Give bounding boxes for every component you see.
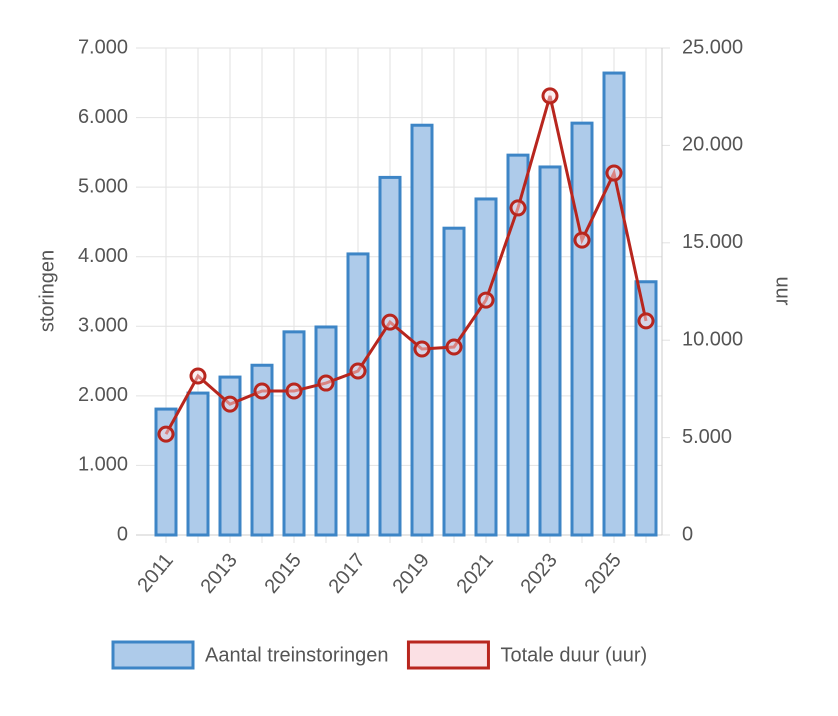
x-tick-label: 2019 (388, 549, 433, 597)
point (285, 382, 303, 400)
point (413, 340, 431, 358)
bar (410, 123, 434, 537)
bar (538, 165, 562, 537)
line (164, 95, 648, 435)
y-tick-label: 3.000 (78, 315, 128, 337)
y2-tick-label: 5.000 (682, 426, 732, 448)
y2-tick-label: 20.000 (682, 134, 743, 156)
x-tick-label: 2013 (196, 549, 241, 597)
point (349, 362, 367, 380)
y-axis-title: storingen (36, 250, 58, 332)
bar (570, 121, 594, 537)
y-tick-label: 0 (117, 523, 128, 545)
bar (442, 226, 466, 537)
y-tick-label: 7.000 (78, 36, 128, 58)
bar (282, 330, 306, 537)
point (509, 199, 527, 217)
x-tick-label: 2017 (324, 549, 369, 597)
point (637, 312, 655, 330)
x-tick-label: 2011 (133, 549, 178, 596)
bar (250, 363, 274, 537)
y2-tick-label: 0 (682, 523, 693, 545)
y2-tick-label: 10.000 (682, 328, 743, 350)
point (573, 231, 591, 249)
legend-label: Totale duur (uur) (500, 644, 647, 666)
bar (218, 375, 242, 537)
y-tick-label: 6.000 (78, 106, 128, 128)
point (221, 395, 239, 413)
point (317, 374, 335, 392)
y-tick-label: 1.000 (78, 454, 128, 476)
point (445, 338, 463, 356)
point (541, 87, 559, 105)
point (381, 313, 399, 331)
legend-swatch (111, 640, 195, 670)
point (253, 382, 271, 400)
bar (378, 175, 402, 537)
bar (314, 325, 338, 537)
y-tick-label: 5.000 (78, 175, 128, 197)
bar (186, 391, 210, 537)
bar (602, 71, 626, 537)
legend-label: Aantal treinstoringen (205, 644, 388, 666)
x-tick-label: 2015 (260, 549, 305, 597)
point (605, 164, 623, 182)
point (477, 291, 495, 309)
x-tick-label: 2021 (452, 549, 497, 597)
bar (634, 280, 658, 537)
bar (474, 197, 498, 537)
y-tick-label: 4.000 (78, 245, 128, 267)
legend-swatch (406, 640, 490, 670)
bar (346, 252, 370, 537)
x-tick-label: 2023 (516, 549, 561, 597)
y-tick-label: 2.000 (78, 384, 128, 406)
y2-tick-label: 15.000 (682, 231, 743, 253)
point (189, 367, 207, 385)
y2-axis-title: uur (772, 277, 794, 306)
y2-tick-label: 25.000 (682, 36, 743, 58)
point (157, 425, 175, 443)
x-tick-label: 2025 (580, 549, 625, 597)
bar (506, 153, 530, 537)
